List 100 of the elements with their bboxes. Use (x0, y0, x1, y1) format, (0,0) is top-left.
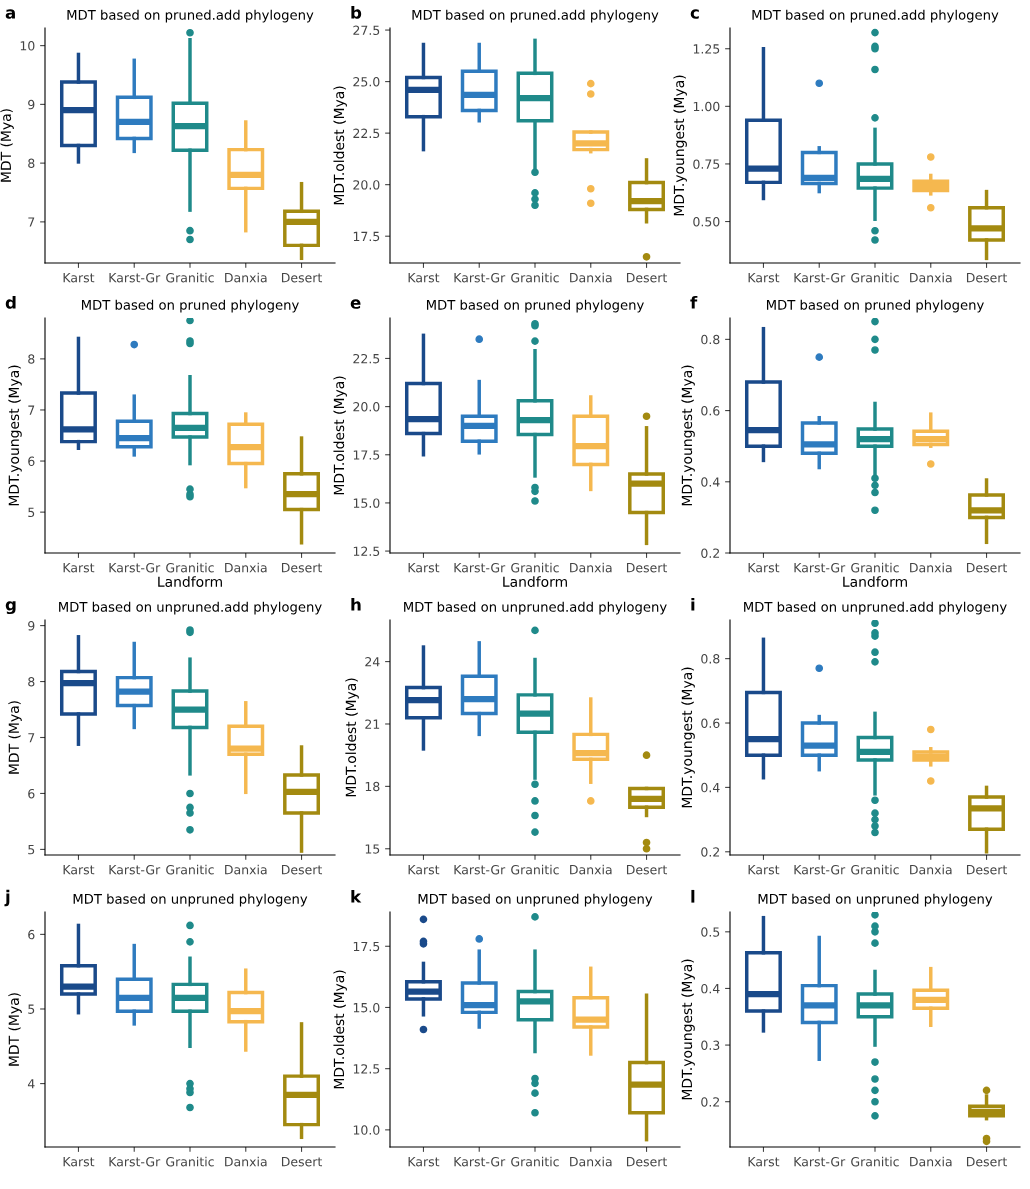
y-tick-label: 0.4 (701, 782, 720, 793)
x-tick-label: Karst (748, 273, 780, 283)
y-tick-label: 6 (28, 788, 35, 799)
y-tick-label: 0.2 (701, 847, 720, 857)
y-tick-label: 10.0 (353, 1125, 380, 1135)
text: i (691, 597, 695, 611)
y-axis-title: MDT (Mya) (8, 993, 22, 1066)
x-tick-label: Danxia (910, 272, 952, 283)
chart-title: MDT based on unpruned.add phylogeny (404, 601, 667, 615)
y-tick-label: 0.75 (693, 159, 720, 169)
x-tick-label: Desert (626, 563, 668, 573)
x-tick-label: Desert (281, 563, 323, 573)
chart-title: MDT based on unpruned phylogeny (758, 893, 993, 907)
y-tick-label: 7 (28, 217, 35, 227)
y-tick-label: 0.3 (701, 1040, 720, 1050)
x-tick-label: Desert (281, 865, 323, 875)
x-tick-label: Granitic (511, 272, 559, 283)
x-tick-label: Karst-Gr (794, 1156, 846, 1167)
y-tick-label: 17.5 (353, 450, 380, 460)
x-tick-label: Karst-Gr (109, 272, 161, 283)
y-tick-label: 5 (28, 507, 35, 518)
y-tick-label: 5 (28, 1004, 35, 1014)
y-axis-title: MDT.youngest (Mya) (681, 365, 695, 506)
x-tick-label: Danxia (910, 864, 952, 875)
y-tick-label: 17.5 (353, 231, 380, 242)
y-axis-title: MDT.oldest (Mya) (333, 376, 347, 495)
y-axis-title: MDT (Mya) (8, 701, 22, 774)
x-tick-label: Desert (966, 865, 1008, 875)
x-tick-label: Karst-Gr (454, 562, 506, 573)
x-axis-title: Landform (843, 576, 907, 587)
y-tick-label: 15 (365, 844, 380, 854)
y-tick-label: 22.5 (353, 128, 380, 139)
y-tick-label: 0.2 (701, 1097, 720, 1107)
text: h (351, 597, 361, 611)
y-axis-title: MDT.oldest (Mya) (333, 86, 347, 205)
y-tick-label: 20.0 (353, 402, 380, 412)
x-tick-label: Karst (748, 1157, 780, 1167)
y-tick-label: 15.0 (353, 1002, 380, 1013)
x-tick-label: Karst (408, 865, 440, 875)
text: g (5, 601, 16, 615)
y-tick-label: 0.6 (701, 406, 720, 416)
x-axis-title: Landform (158, 576, 222, 587)
chart-title: MDT based on unpruned.add phylogeny (744, 601, 1007, 615)
y-tick-label: 0.5 (701, 927, 720, 937)
y-tick-label: 17.5 (353, 941, 380, 952)
y-tick-label: 0.50 (693, 217, 720, 227)
y-tick-label: 7 (28, 733, 35, 743)
y-tick-label: 8 (28, 158, 35, 169)
y-tick-label: 0.4 (701, 477, 720, 487)
text: c (690, 9, 699, 19)
x-tick-label: Granitic (851, 562, 899, 573)
x-tick-label: Granitic (851, 272, 899, 283)
x-tick-label: Danxia (910, 1156, 952, 1167)
y-axis-title: MDT.youngest (Mya) (673, 75, 687, 216)
x-tick-label: Desert (966, 563, 1008, 573)
x-tick-label: Karst-Gr (794, 562, 846, 573)
x-tick-label: Danxia (225, 272, 267, 283)
y-tick-label: 8 (28, 677, 35, 687)
x-tick-label: Granitic (511, 1156, 559, 1167)
x-tick-label: Danxia (225, 562, 267, 573)
x-tick-label: Danxia (225, 1156, 267, 1167)
text: d (5, 295, 16, 309)
x-tick-label: Karst (63, 563, 95, 573)
y-tick-label: 24 (365, 657, 380, 667)
text: f (690, 295, 698, 309)
y-tick-label: 22.5 (353, 353, 380, 364)
x-tick-label: Danxia (570, 272, 612, 283)
text: e (350, 299, 361, 309)
x-tick-label: Granitic (511, 864, 559, 875)
x-tick-label: Karst-Gr (109, 864, 161, 875)
text: b (351, 5, 362, 19)
y-tick-label: 12.5 (353, 546, 380, 556)
x-tick-label: Granitic (166, 864, 214, 875)
x-tick-label: Karst (408, 1157, 440, 1167)
x-tick-label: Karst-Gr (454, 1156, 506, 1167)
text: l (691, 889, 695, 903)
y-tick-label: 6 (28, 929, 35, 940)
chart-title: MDT based on pruned.add phylogeny (752, 9, 999, 23)
x-tick-label: Desert (626, 865, 668, 875)
y-tick-label: 12.5 (353, 1064, 380, 1074)
x-tick-label: Karst (63, 1157, 95, 1167)
x-axis-title: Landform (503, 576, 567, 587)
x-tick-label: Karst-Gr (794, 272, 846, 283)
x-tick-label: Danxia (570, 1156, 612, 1167)
y-tick-label: 0.8 (701, 334, 720, 345)
x-tick-label: Desert (966, 1157, 1008, 1167)
y-tick-label: 8 (28, 354, 35, 364)
x-tick-label: Karst (748, 865, 780, 875)
x-tick-label: Karst (63, 865, 95, 875)
y-tick-label: 1.00 (693, 101, 720, 112)
y-tick-label: 20.0 (353, 180, 380, 190)
chart-title: MDT based on pruned phylogeny (426, 299, 644, 313)
y-tick-label: 10 (20, 41, 35, 51)
y-tick-label: 1.25 (693, 44, 720, 54)
y-tick-label: 6 (28, 456, 35, 466)
chart-title: MDT based on pruned phylogeny (766, 299, 984, 313)
chart-title: MDT based on unpruned phylogeny (418, 893, 653, 907)
y-axis-title: MDT (Mya) (0, 109, 14, 182)
y-axis-title: MDT.oldest (Mya) (345, 678, 359, 797)
y-axis-title: MDT.youngest (Mya) (681, 959, 695, 1100)
